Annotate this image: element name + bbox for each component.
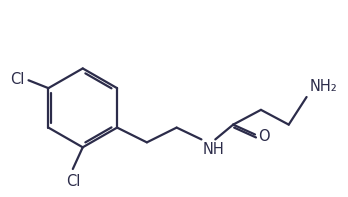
Text: Cl: Cl	[66, 174, 80, 189]
Text: NH: NH	[203, 142, 224, 157]
Text: NH₂: NH₂	[310, 79, 337, 94]
Text: Cl: Cl	[10, 72, 25, 87]
Text: O: O	[258, 129, 270, 144]
